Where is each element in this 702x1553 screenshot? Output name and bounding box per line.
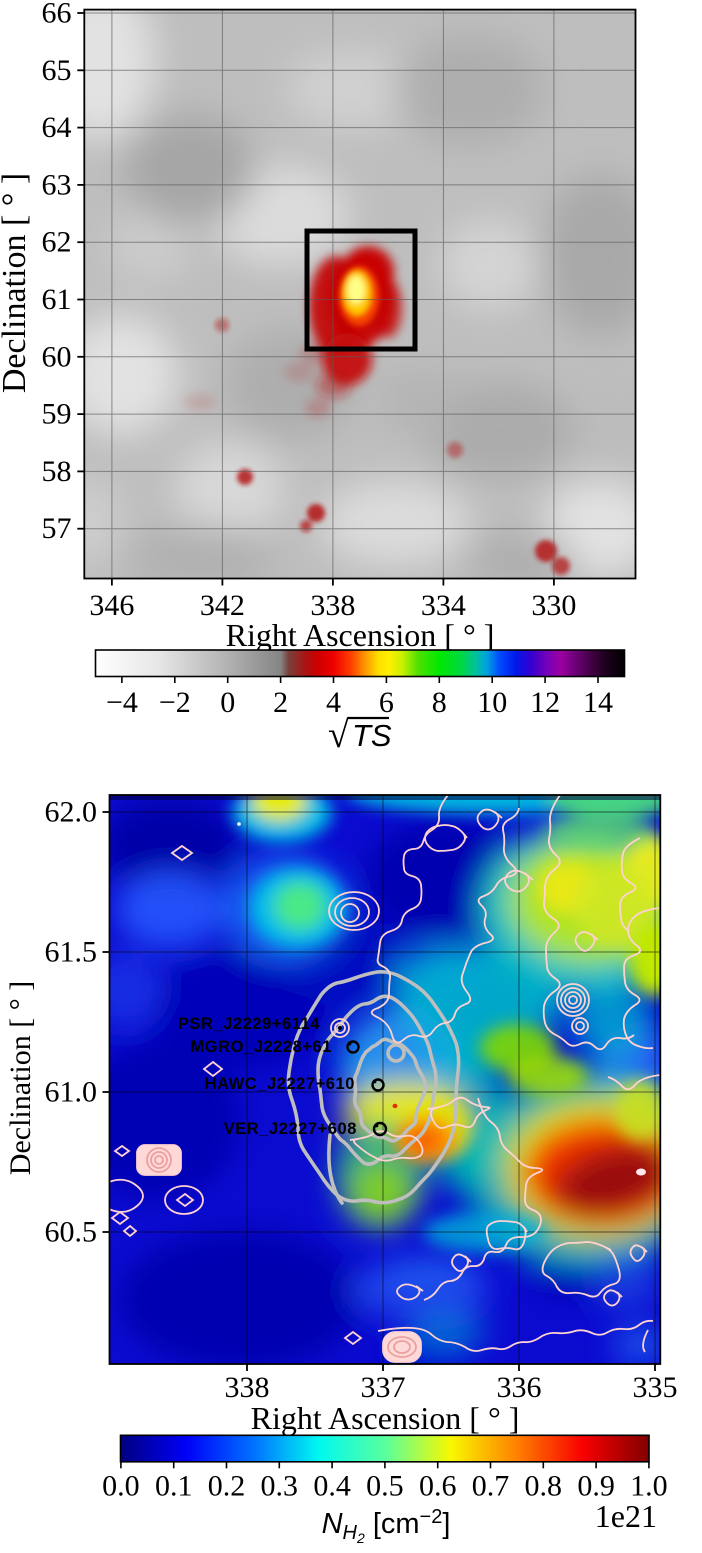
svg-text:Right Ascension [ ° ]: Right Ascension [ ° ] (251, 1400, 520, 1436)
svg-text:Declination [ ° ]: Declination [ ° ] (4, 981, 37, 1175)
svg-text:63: 63 (42, 168, 72, 201)
svg-text:64: 64 (42, 111, 72, 144)
svg-text:12: 12 (530, 686, 560, 719)
svg-text:61.0: 61.0 (45, 1076, 98, 1109)
svg-text:TS: TS (352, 718, 392, 753)
svg-text:0.9: 0.9 (577, 1470, 615, 1503)
svg-text:60: 60 (42, 340, 72, 373)
svg-text:66: 66 (42, 0, 72, 30)
svg-text:335: 335 (633, 1371, 678, 1404)
svg-text:−4: −4 (106, 686, 138, 719)
svg-text:59: 59 (42, 398, 72, 431)
svg-text:HAWC_J2227+610: HAWC_J2227+610 (205, 1075, 355, 1093)
svg-text:330: 330 (531, 589, 576, 622)
svg-text:337: 337 (361, 1371, 406, 1404)
svg-text:0.2: 0.2 (208, 1470, 246, 1503)
svg-text:338: 338 (225, 1371, 270, 1404)
svg-text:334: 334 (421, 589, 466, 622)
svg-text:−2: −2 (159, 686, 191, 719)
svg-text:346: 346 (89, 589, 134, 622)
svg-text:Right Ascension [ ° ]: Right Ascension [ ° ] (226, 617, 495, 653)
svg-text:PSR_J2229+6114: PSR_J2229+6114 (178, 1015, 320, 1033)
svg-text:0.0: 0.0 (102, 1470, 140, 1503)
svg-text:61.5: 61.5 (45, 936, 98, 969)
svg-text:6: 6 (379, 686, 394, 719)
svg-text:NH2 [cm−2]: NH2 [cm−2] (322, 1506, 451, 1546)
svg-text:14: 14 (583, 686, 613, 719)
svg-text:1e21: 1e21 (595, 1498, 657, 1534)
svg-text:8: 8 (432, 686, 447, 719)
svg-text:VER_J2227+608: VER_J2227+608 (224, 1120, 357, 1138)
svg-text:4: 4 (326, 686, 341, 719)
svg-text:√: √ (328, 714, 349, 756)
svg-text:0.3: 0.3 (261, 1470, 299, 1503)
svg-text:338: 338 (310, 589, 355, 622)
svg-text:57: 57 (42, 512, 72, 545)
svg-text:62.0: 62.0 (45, 796, 98, 829)
svg-text:61: 61 (42, 283, 72, 316)
svg-text:342: 342 (200, 589, 245, 622)
svg-text:MGRO_J2228+61: MGRO_J2228+61 (190, 1038, 332, 1056)
svg-text:2: 2 (273, 686, 288, 719)
svg-text:0.7: 0.7 (472, 1470, 510, 1503)
svg-text:0.4: 0.4 (313, 1470, 351, 1503)
svg-text:0.5: 0.5 (366, 1470, 404, 1503)
svg-text:Declination [ ° ]: Declination [ ° ] (0, 173, 33, 393)
svg-text:336: 336 (497, 1371, 542, 1404)
svg-text:65: 65 (42, 54, 72, 87)
svg-text:0: 0 (220, 686, 235, 719)
svg-text:60.5: 60.5 (45, 1216, 98, 1249)
svg-text:0.6: 0.6 (419, 1470, 457, 1503)
svg-text:58: 58 (42, 455, 72, 488)
svg-text:62: 62 (42, 226, 72, 259)
svg-text:0.1: 0.1 (155, 1470, 193, 1503)
svg-text:10: 10 (477, 686, 507, 719)
svg-text:0.8: 0.8 (525, 1470, 563, 1503)
svg-text:1.0: 1.0 (630, 1470, 668, 1503)
